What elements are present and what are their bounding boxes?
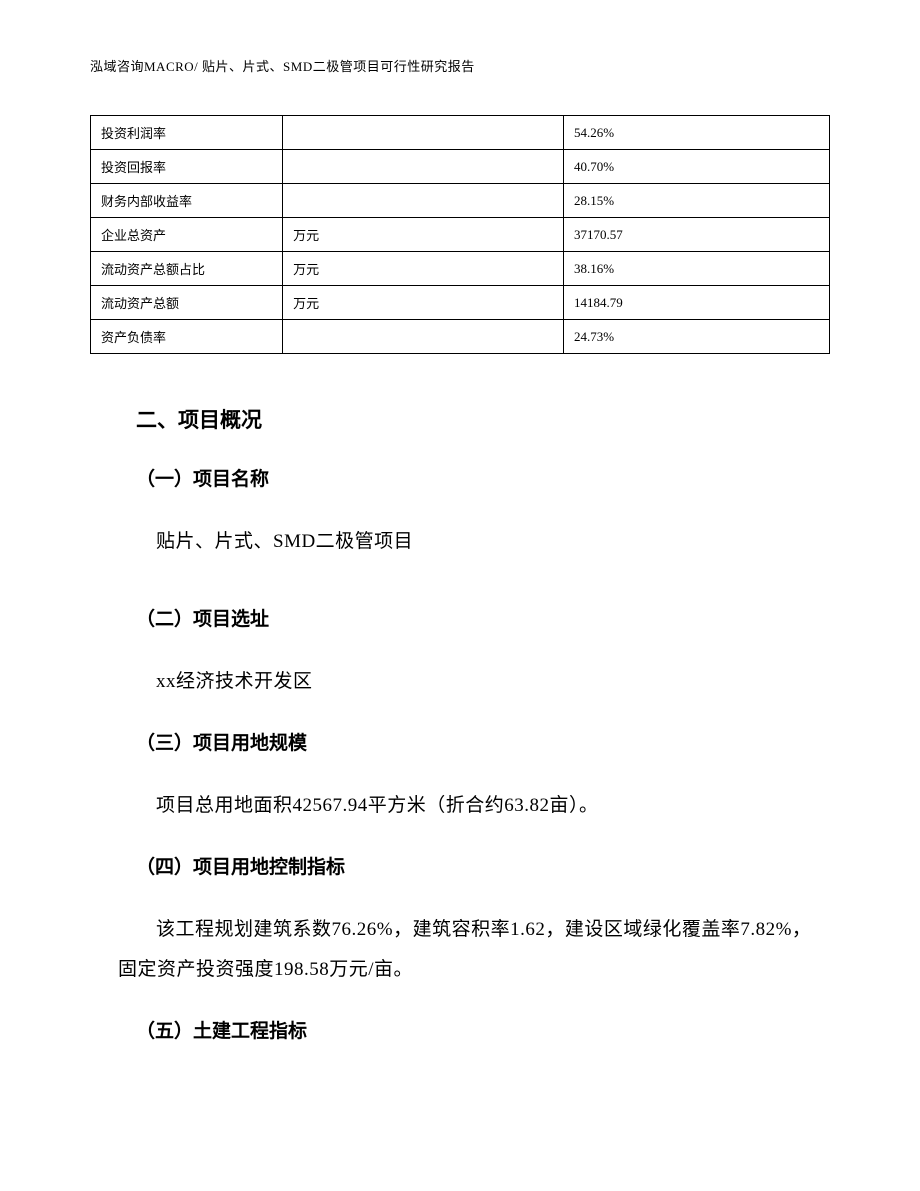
cell-value: 28.15% [563, 184, 829, 218]
subsection-heading-3: （三）项目用地规模 [136, 726, 830, 762]
cell-unit: 万元 [283, 218, 564, 252]
page-header: 泓域咨询MACRO/ 贴片、片式、SMD二极管项目可行性研究报告 [90, 56, 830, 75]
table-row: 流动资产总额占比 万元 38.16% [91, 252, 830, 286]
cell-unit [283, 320, 564, 354]
cell-unit: 万元 [283, 252, 564, 286]
subsection-heading-5: （五）土建工程指标 [136, 1014, 830, 1050]
cell-label: 投资利润率 [91, 116, 283, 150]
cell-value: 24.73% [563, 320, 829, 354]
subsection-body-3: 项目总用地面积42567.94平方米（折合约63.82亩）。 [90, 786, 830, 826]
table-row: 财务内部收益率 28.15% [91, 184, 830, 218]
subsection-body-2: xx经济技术开发区 [90, 662, 830, 702]
cell-value: 38.16% [563, 252, 829, 286]
table-row: 资产负债率 24.73% [91, 320, 830, 354]
cell-unit [283, 150, 564, 184]
table-row: 投资回报率 40.70% [91, 150, 830, 184]
cell-unit [283, 116, 564, 150]
cell-label: 流动资产总额 [91, 286, 283, 320]
cell-value: 14184.79 [563, 286, 829, 320]
subsection-body-4: 该工程规划建筑系数76.26%，建筑容积率1.62，建设区域绿化覆盖率7.82%… [90, 910, 830, 990]
section-title: 二、项目概况 [136, 404, 830, 434]
cell-label: 财务内部收益率 [91, 184, 283, 218]
document-page: 泓域咨询MACRO/ 贴片、片式、SMD二极管项目可行性研究报告 投资利润率 5… [0, 0, 920, 1191]
cell-value: 40.70% [563, 150, 829, 184]
subsection-heading-1: （一）项目名称 [136, 462, 830, 498]
table-row: 企业总资产 万元 37170.57 [91, 218, 830, 252]
financial-table: 投资利润率 54.26% 投资回报率 40.70% 财务内部收益率 28.15%… [90, 115, 830, 354]
cell-label: 企业总资产 [91, 218, 283, 252]
cell-label: 流动资产总额占比 [91, 252, 283, 286]
cell-value: 54.26% [563, 116, 829, 150]
cell-label: 资产负债率 [91, 320, 283, 354]
cell-value: 37170.57 [563, 218, 829, 252]
cell-unit [283, 184, 564, 218]
subsection-heading-4: （四）项目用地控制指标 [136, 850, 830, 886]
table-row: 投资利润率 54.26% [91, 116, 830, 150]
cell-label: 投资回报率 [91, 150, 283, 184]
subsection-heading-2: （二）项目选址 [136, 602, 830, 638]
subsection-body-1: 贴片、片式、SMD二极管项目 [90, 522, 830, 562]
table-row: 流动资产总额 万元 14184.79 [91, 286, 830, 320]
cell-unit: 万元 [283, 286, 564, 320]
